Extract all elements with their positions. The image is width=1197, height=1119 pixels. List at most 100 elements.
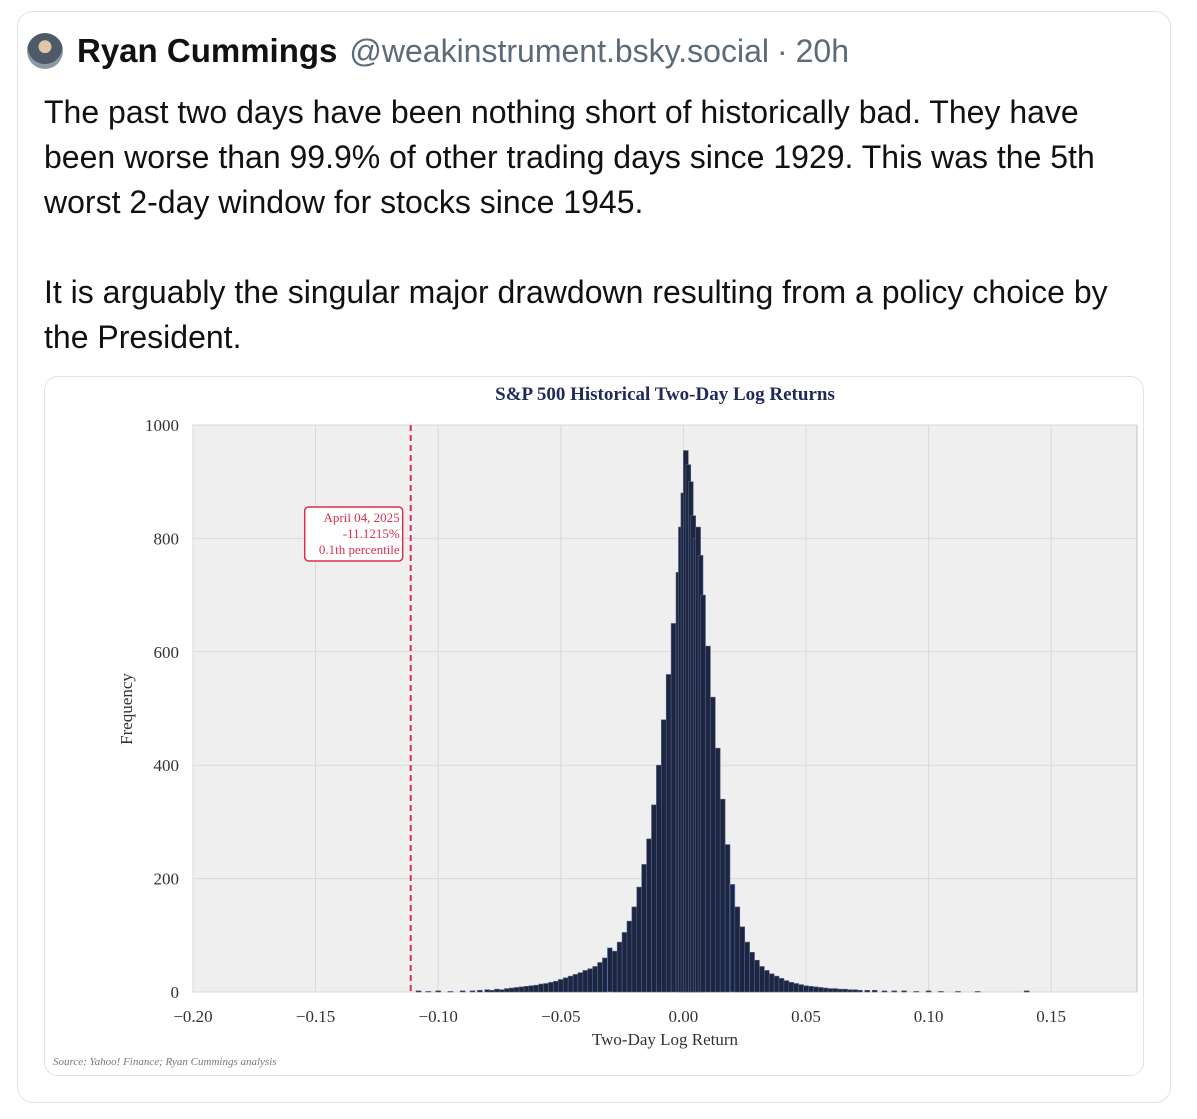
post-header: Ryan Cummings @weakinstrument.bsky.socia… (27, 31, 849, 71)
histogram-bar (651, 804, 657, 993)
histogram-bar (661, 719, 667, 993)
histogram-bar (778, 978, 785, 993)
histogram-bar (607, 947, 613, 993)
histogram-bar (459, 990, 466, 993)
histogram-bar (798, 984, 804, 993)
y-tick-label: 600 (154, 643, 180, 662)
y-tick-label: 0 (171, 983, 180, 1002)
histogram-bar (435, 990, 441, 993)
histogram-bar (925, 990, 932, 993)
histogram-bar (864, 989, 871, 993)
histogram-bar (582, 970, 589, 993)
author-name[interactable]: Ryan Cummings (77, 32, 338, 69)
histogram-bar (656, 764, 662, 993)
histogram-bar (621, 932, 628, 993)
histogram-bar (724, 844, 731, 993)
histogram-bar (513, 987, 520, 993)
histogram-bar (616, 941, 623, 993)
histogram-bar (499, 989, 505, 993)
y-tick-label: 1000 (145, 416, 179, 435)
histogram-bar (543, 983, 549, 993)
x-tick-label: −0.10 (419, 1007, 458, 1026)
histogram-bar (489, 989, 495, 993)
author-handle[interactable]: @weakinstrument.bsky.social (349, 32, 769, 69)
histogram-bar (710, 696, 716, 993)
histogram-bar (714, 747, 721, 993)
histogram-bar (837, 988, 844, 993)
histogram-bar (808, 986, 814, 993)
x-tick-label: 0.15 (1036, 1007, 1066, 1026)
x-tick-label: −0.15 (296, 1007, 335, 1026)
histogram-bar (562, 977, 569, 993)
embedded-chart-image[interactable]: S&P 500 Historical Two-Day Log Returns 0… (44, 376, 1144, 1076)
histogram-bar (847, 989, 853, 993)
histogram-bar (528, 985, 535, 993)
histogram-bars (415, 450, 1030, 993)
histogram-bar (670, 623, 677, 993)
post-paragraph: The past two days have been nothing shor… (44, 94, 1095, 220)
histogram-bar (425, 991, 432, 993)
histogram-bar (553, 980, 559, 993)
histogram-bar (974, 991, 981, 993)
histogram-bar (788, 982, 795, 993)
histogram-bar (665, 674, 672, 993)
histogram-bar (558, 979, 564, 993)
histogram-bar (523, 986, 530, 993)
histogram-bar (744, 941, 750, 993)
histogram-bar (477, 989, 483, 993)
histogram-bar (773, 975, 780, 993)
histogram-bar (538, 983, 544, 993)
histogram-bar (611, 950, 618, 993)
y-tick-label: 800 (154, 529, 180, 548)
histogram-bar (881, 990, 888, 993)
histogram-bar (641, 864, 647, 993)
meta-separator: · (776, 32, 788, 69)
annotation-return: -11.1215% (343, 526, 400, 541)
annotation-date: April 04, 2025 (323, 510, 399, 525)
histogram-bar (469, 990, 476, 993)
histogram-bar (754, 959, 760, 993)
histogram-bar (447, 991, 454, 993)
histogram-bar (852, 989, 858, 993)
histogram-bar (764, 970, 770, 993)
histogram-bar (938, 991, 944, 993)
histogram-bar (803, 985, 809, 993)
histogram-bar (901, 990, 907, 993)
x-tick-label: 0.00 (669, 1007, 699, 1026)
histogram-bar (602, 957, 608, 993)
histogram-bar (504, 988, 510, 993)
histogram-bar (793, 983, 799, 993)
x-tick-label: −0.05 (541, 1007, 580, 1026)
histogram-bar (913, 991, 920, 993)
post-timestamp[interactable]: 20h (795, 32, 850, 69)
histogram-bar (518, 986, 525, 993)
histogram-bar (891, 990, 898, 993)
histogram-bar (572, 974, 579, 993)
histogram-bar (719, 798, 726, 993)
chart-title: S&P 500 Historical Two-Day Log Returns (495, 384, 835, 405)
histogram-bar (631, 906, 638, 993)
histogram-chart: S&P 500 Historical Two-Day Log Returns 0… (53, 384, 1138, 1068)
histogram-bar (734, 906, 741, 993)
histogram-bar (533, 984, 540, 993)
histogram-bar (813, 986, 819, 993)
x-axis-ticks: −0.20 −0.15 −0.10 −0.05 0.00 0.05 0.10 0.15 (173, 1007, 1066, 1026)
y-axis-label: Frequency (117, 673, 136, 745)
histogram-bar (1023, 990, 1030, 993)
source-note: Source: Yahoo! Finance; Ryan Cummings an… (53, 1056, 277, 1068)
histogram-bar (509, 987, 515, 993)
histogram-bar (700, 594, 706, 993)
histogram-bar (567, 975, 574, 993)
histogram-bar (783, 980, 790, 993)
author-avatar[interactable] (27, 33, 63, 69)
histogram-bar (749, 952, 755, 993)
histogram-bar (827, 988, 834, 993)
y-tick-label: 400 (154, 756, 180, 775)
histogram-bar (768, 973, 775, 993)
histogram-bar (484, 989, 490, 993)
histogram-bar (415, 990, 422, 993)
post-paragraph: It is arguably the singular major drawdo… (44, 274, 1108, 355)
x-axis-label: Two-Day Log Return (592, 1030, 739, 1049)
y-axis-ticks: 0 200 400 600 800 1000 (145, 416, 179, 1002)
histogram-bar (548, 982, 554, 993)
